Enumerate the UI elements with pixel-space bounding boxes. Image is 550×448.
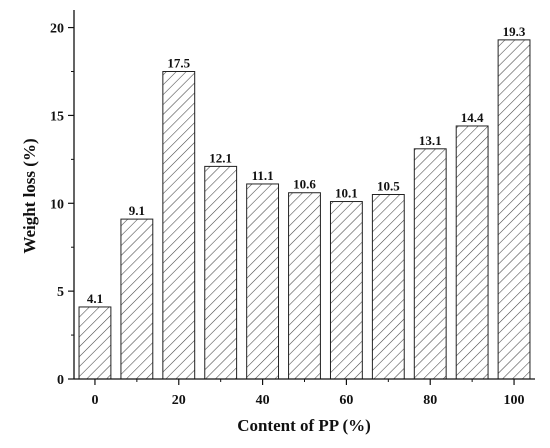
x-tick-label: 0 <box>91 393 98 408</box>
bar <box>162 71 196 380</box>
y-tick-label: 15 <box>50 109 64 124</box>
bar <box>246 183 280 380</box>
bar <box>204 165 238 380</box>
bar <box>497 39 531 380</box>
x-tick-label: 40 <box>256 393 270 408</box>
data-label: 17.5 <box>167 56 190 71</box>
x-tick-label: 20 <box>172 393 186 408</box>
x-tick-label: 80 <box>423 393 437 408</box>
bar <box>288 192 321 380</box>
data-label: 19.3 <box>503 24 526 39</box>
plot-area: 4.1 9.1 17.5 12.1 11.1 10.6 10.1 10.5 13.1 14.4 19… <box>50 10 535 408</box>
y-tick-label: 10 <box>50 197 64 212</box>
data-label: 11.1 <box>252 168 274 183</box>
x-axis-title: Content of PP (%) <box>237 416 371 435</box>
x-tick-label: 60 <box>339 393 353 408</box>
data-label: 12.1 <box>209 150 232 165</box>
data-label: 9.1 <box>129 203 145 218</box>
bar <box>455 125 489 380</box>
data-label: 13.1 <box>419 133 442 148</box>
bar <box>413 148 447 380</box>
y-axis-title: Weight loss (%) <box>20 138 39 253</box>
y-tick-label: 20 <box>50 22 64 37</box>
bar <box>120 218 154 380</box>
data-label: 10.6 <box>293 177 316 192</box>
y-tick-label: 5 <box>57 285 64 300</box>
data-label: 14.4 <box>461 110 484 125</box>
x-tick-label: 100 <box>504 393 525 408</box>
bar <box>78 306 112 380</box>
data-label: 4.1 <box>87 291 103 306</box>
y-tick-label: 0 <box>57 373 64 388</box>
bar <box>371 194 405 380</box>
data-label: 10.1 <box>335 186 358 201</box>
data-label: 10.5 <box>377 179 400 194</box>
bar <box>329 201 363 380</box>
